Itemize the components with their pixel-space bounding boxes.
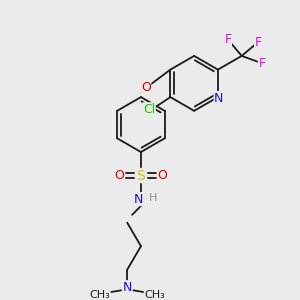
- Text: N: N: [133, 193, 143, 206]
- Text: S: S: [136, 169, 145, 183]
- Text: N: N: [214, 92, 224, 105]
- Text: H: H: [148, 193, 157, 203]
- Text: F: F: [224, 33, 231, 46]
- Text: O: O: [114, 169, 124, 182]
- Text: N: N: [122, 281, 132, 294]
- Text: F: F: [255, 35, 262, 49]
- Text: Cl: Cl: [143, 103, 155, 116]
- Text: CH₃: CH₃: [144, 290, 165, 300]
- Text: F: F: [258, 57, 266, 70]
- Text: CH₃: CH₃: [89, 290, 110, 300]
- Text: O: O: [141, 81, 151, 94]
- Text: O: O: [158, 169, 167, 182]
